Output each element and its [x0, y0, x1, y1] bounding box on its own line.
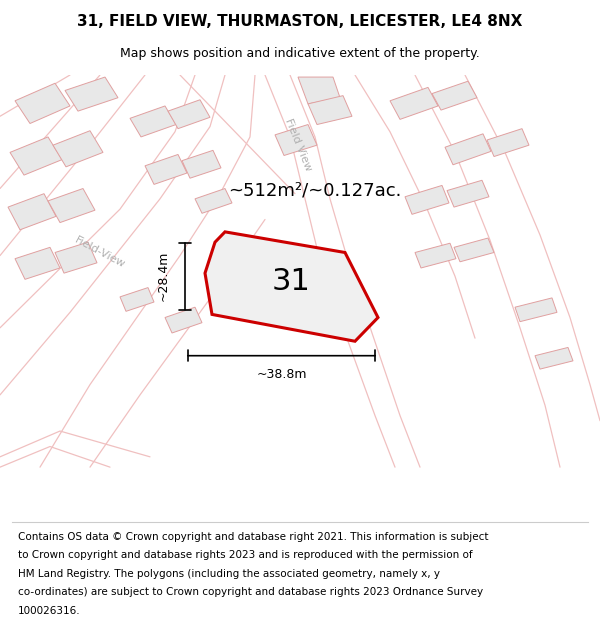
Polygon shape: [55, 242, 97, 273]
Text: ~512m²/~0.127ac.: ~512m²/~0.127ac.: [229, 182, 401, 199]
Polygon shape: [195, 189, 232, 213]
Polygon shape: [8, 194, 56, 230]
Text: ~38.8m: ~38.8m: [256, 368, 307, 381]
Polygon shape: [415, 243, 456, 268]
Polygon shape: [48, 189, 95, 222]
Text: HM Land Registry. The polygons (including the associated geometry, namely x, y: HM Land Registry. The polygons (includin…: [18, 569, 440, 579]
Polygon shape: [447, 180, 489, 207]
Polygon shape: [205, 232, 378, 341]
Polygon shape: [432, 81, 477, 110]
Text: 100026316.: 100026316.: [18, 606, 80, 616]
Text: Contains OS data © Crown copyright and database right 2021. This information is : Contains OS data © Crown copyright and d…: [18, 531, 488, 541]
Text: ~28.4m: ~28.4m: [157, 251, 170, 301]
Polygon shape: [15, 83, 70, 124]
Polygon shape: [298, 77, 340, 104]
Text: co-ordinates) are subject to Crown copyright and database rights 2023 Ordnance S: co-ordinates) are subject to Crown copyr…: [18, 588, 483, 598]
Polygon shape: [53, 131, 103, 167]
Polygon shape: [65, 77, 118, 111]
Polygon shape: [445, 134, 491, 165]
Text: Map shows position and indicative extent of the property.: Map shows position and indicative extent…: [120, 48, 480, 61]
Text: 31: 31: [272, 268, 311, 296]
Polygon shape: [10, 137, 62, 175]
Polygon shape: [168, 100, 210, 129]
Polygon shape: [487, 129, 529, 156]
Text: Field-View: Field-View: [73, 235, 127, 270]
Polygon shape: [275, 124, 317, 156]
Polygon shape: [390, 88, 438, 119]
Polygon shape: [15, 248, 60, 279]
Polygon shape: [515, 298, 557, 322]
Polygon shape: [454, 238, 494, 262]
Polygon shape: [120, 288, 154, 311]
Polygon shape: [130, 106, 176, 137]
Polygon shape: [145, 154, 187, 184]
Text: Field View: Field View: [283, 118, 313, 173]
Text: to Crown copyright and database rights 2023 and is reproduced with the permissio: to Crown copyright and database rights 2…: [18, 550, 473, 560]
Polygon shape: [182, 151, 221, 178]
Polygon shape: [535, 348, 573, 369]
Polygon shape: [405, 186, 449, 214]
Polygon shape: [308, 96, 352, 124]
Text: 31, FIELD VIEW, THURMASTON, LEICESTER, LE4 8NX: 31, FIELD VIEW, THURMASTON, LEICESTER, L…: [77, 14, 523, 29]
Polygon shape: [165, 308, 202, 333]
